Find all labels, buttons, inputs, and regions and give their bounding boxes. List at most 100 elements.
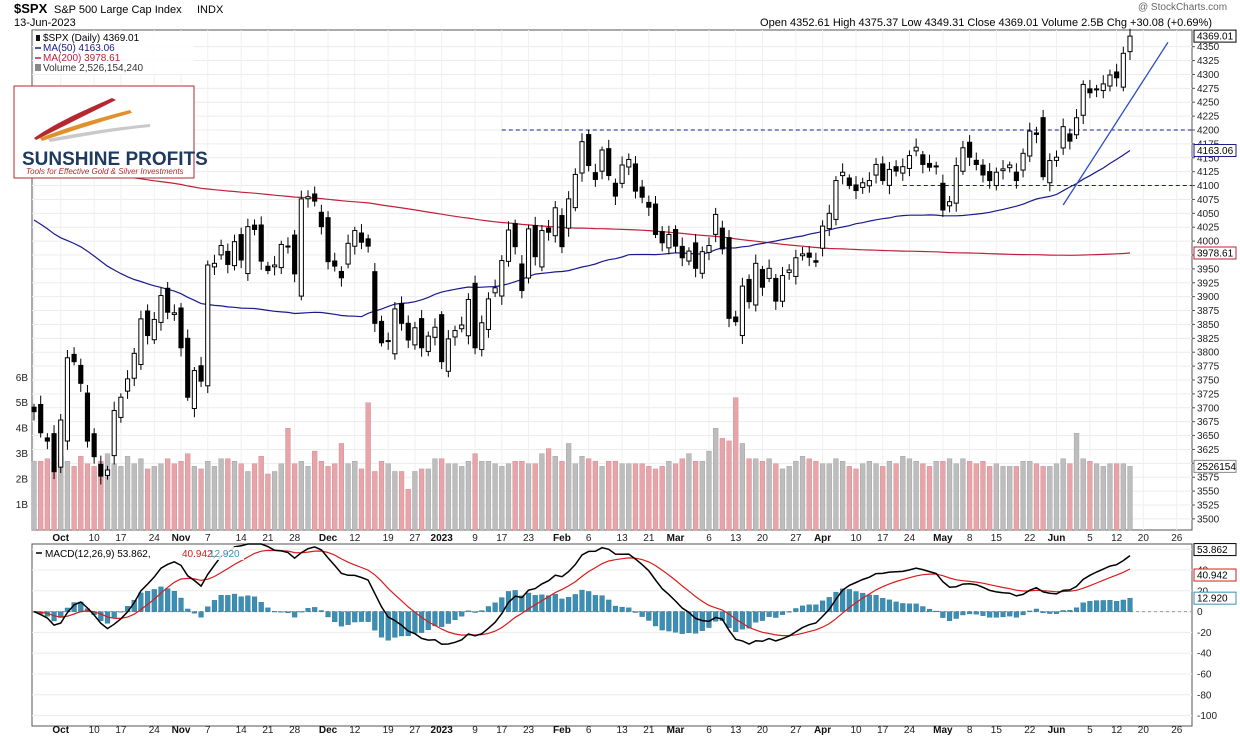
volume-bar — [846, 466, 852, 531]
candle-body-up — [906, 155, 913, 169]
x-tick-label: 9 — [472, 533, 478, 544]
volume-bar — [900, 455, 906, 531]
volume-bar — [1107, 463, 1113, 531]
candle-body-up — [1094, 88, 1100, 91]
x-tick-label: May — [933, 533, 953, 544]
macd-lines — [33, 543, 1131, 645]
x-tick-label: Nov — [172, 725, 191, 736]
candle-body-down — [419, 318, 425, 349]
volume-bar — [298, 461, 304, 531]
volume-bar — [278, 463, 284, 531]
candle-body-down — [652, 203, 659, 235]
candle — [479, 315, 485, 357]
volume-bar — [251, 463, 258, 531]
volume-bar — [773, 463, 779, 531]
candle — [485, 292, 492, 338]
price-tick-label: 4275 — [1197, 84, 1220, 95]
candle-body-up — [479, 322, 485, 351]
candle-body-up — [753, 262, 759, 306]
candle — [1007, 161, 1013, 173]
candle — [465, 293, 471, 345]
candle-body-down — [258, 224, 264, 262]
volume-bar — [124, 455, 131, 531]
candle-body-up — [900, 166, 906, 174]
volume-bar — [198, 468, 204, 531]
candle — [1040, 109, 1046, 181]
volume-bar — [973, 463, 979, 531]
candle — [218, 239, 224, 260]
candle-body-up — [111, 410, 117, 457]
macd-tick-label: -80 — [1197, 690, 1212, 701]
price-tick-label: 4250 — [1197, 98, 1220, 109]
volume-bar — [378, 461, 385, 531]
volume-bar — [485, 461, 492, 531]
volume-bar — [332, 463, 338, 531]
hist-value-label: 12.920 — [1193, 591, 1237, 605]
x-tick-label: 19 — [383, 533, 395, 544]
macd-hist-bar — [445, 611, 451, 624]
index-name: S&P 500 Large Cap Index — [54, 4, 182, 16]
macd-tick-label: 0 — [1197, 607, 1203, 618]
candle — [1060, 118, 1066, 155]
volume-tick-label: 5B — [16, 398, 29, 409]
candle-body-up — [860, 182, 866, 188]
candle — [84, 384, 91, 448]
volume-bar — [619, 463, 625, 531]
candle-body-down — [38, 403, 44, 434]
candle-body-down — [265, 265, 271, 272]
price-tick-label: 4075 — [1197, 195, 1220, 206]
macd-hist-bar — [773, 611, 779, 618]
candle-body-up — [552, 207, 558, 237]
candle — [225, 243, 231, 274]
candle — [138, 310, 144, 370]
candle-body-up — [1053, 156, 1060, 161]
candle — [652, 196, 659, 239]
volume-bar — [853, 468, 859, 531]
ma200-value-label-text: 3978.61 — [1197, 248, 1234, 259]
x-tick-label: Mar — [667, 533, 685, 544]
x-tick-label: 10 — [89, 725, 101, 736]
candle — [405, 315, 411, 349]
signal-value-label-text: 40.942 — [1197, 571, 1228, 582]
candle-body-down — [532, 225, 538, 258]
macd-hist-bar — [1127, 598, 1133, 612]
candle — [726, 230, 732, 328]
candle — [592, 163, 598, 187]
macd-hist-bar — [572, 594, 578, 612]
macd-hist-bar — [993, 611, 999, 618]
candle-body-down — [746, 278, 752, 303]
macd-hist-bar — [472, 611, 478, 613]
macd-hist-bar — [652, 611, 659, 627]
x-tick-label: 13 — [617, 725, 629, 736]
candle-body-down — [672, 229, 679, 247]
x-tick-label: 14 — [236, 533, 248, 544]
volume-value-label: 2526154 — [1193, 459, 1237, 473]
macd-hist-bar — [933, 610, 939, 612]
candle-body-up — [706, 245, 712, 253]
macd-hist-bar — [1087, 601, 1093, 612]
candle-body-up — [104, 469, 111, 476]
candle — [231, 234, 238, 271]
candle — [392, 302, 398, 360]
candle-body-up — [392, 308, 398, 355]
candle — [171, 304, 177, 321]
volume-bar — [566, 443, 572, 531]
candle-body-down — [933, 165, 939, 168]
x-tick-label: 2023 — [431, 725, 454, 736]
volume-bar — [111, 463, 117, 531]
logo-title: SUNSHINE PROFITS — [22, 149, 208, 170]
candle — [191, 366, 197, 418]
candle — [940, 174, 946, 217]
macd-hist-bar — [947, 611, 953, 621]
candle-body-up — [151, 318, 157, 341]
price-panel — [31, 29, 1193, 531]
candle — [799, 246, 806, 261]
volume-bar — [1087, 461, 1093, 531]
volume-bar — [178, 461, 184, 531]
macd-hist-bar — [338, 611, 344, 627]
volume-bar — [693, 461, 699, 531]
macd-tick-label: -20 — [1197, 628, 1212, 639]
macd-hist-bar — [251, 596, 258, 612]
volume-bar — [305, 466, 311, 531]
candle — [686, 247, 692, 266]
